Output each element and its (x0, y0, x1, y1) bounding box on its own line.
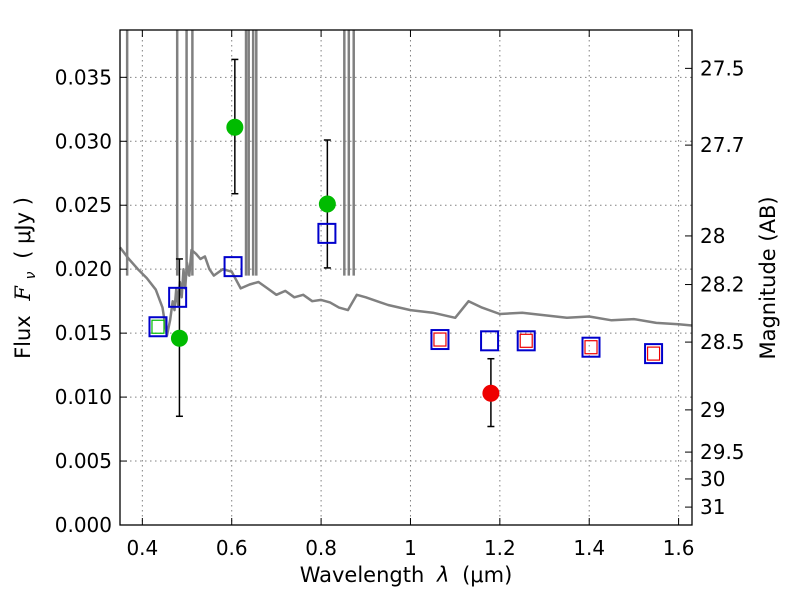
model-photometry-square (317, 222, 337, 244)
y2-tick-label: 29.5 (700, 440, 745, 464)
data-point (318, 195, 336, 213)
y-tick-label: 0.020 (55, 257, 112, 281)
y2-tick-label: 27.7 (700, 133, 745, 157)
spectrum-line (119, 246, 693, 337)
model-photometry-inner-square (646, 346, 661, 361)
y-tick-label: 0.035 (55, 65, 112, 89)
model-photometry-square (430, 329, 450, 351)
y2-tick-label: 28.2 (700, 273, 745, 297)
y2-tick-label: 27.5 (700, 56, 745, 80)
model-photometry-square (581, 336, 601, 358)
y-tick-label: 0.005 (55, 449, 112, 473)
x-tick-label: 1 (404, 536, 417, 560)
y-tick-label: 0.000 (55, 513, 112, 537)
x-axis-label: Wavelength λ (μm) (300, 563, 513, 587)
y2-tick-label: 30 (700, 467, 725, 491)
y2-tick-label: 28.5 (700, 330, 745, 354)
spectrum-layer (119, 30, 693, 337)
data-point (482, 384, 500, 402)
model-photometry-inner-square (584, 340, 598, 355)
y2-axis-label: Magnitude (AB) (756, 196, 780, 359)
model-photometry-square (644, 343, 664, 365)
model-photometry-inner-square (519, 333, 533, 348)
data-point (170, 329, 188, 347)
model-photometry-inner-square (433, 332, 447, 347)
grid-layer (120, 30, 692, 525)
tick-layer: 0.4 0.6 0.8 1 1.2 1.4 1.6 0.000 0.005 0.010 0.015 0… (55, 30, 745, 560)
x-tick-label: 1.6 (663, 536, 695, 560)
x-tick-label: 1.2 (484, 536, 516, 560)
x-tick-label: 1.4 (573, 536, 605, 560)
plot-frame (119, 29, 693, 526)
y2-tick-label: 29 (700, 398, 725, 422)
y-axis-label: Flux F ν ( μJy ) (11, 197, 40, 359)
y-tick-label: 0.030 (55, 129, 112, 153)
y2-tick-label: 28 (700, 224, 725, 248)
y2-tick-label: 31 (700, 495, 725, 519)
model-photometry-square (223, 256, 243, 278)
y-tick-label: 0.025 (55, 193, 112, 217)
x-tick-label: 0.8 (305, 536, 337, 560)
data-point (226, 118, 244, 136)
y-tick-label: 0.010 (55, 385, 112, 409)
x-tick-label: 0.6 (216, 536, 248, 560)
model-photometry-square (148, 316, 168, 338)
model-photometry-inner-square (151, 319, 165, 334)
model-photometry-square (516, 330, 536, 352)
x-tick-label: 0.4 (126, 536, 158, 560)
model-photometry-square (480, 330, 500, 352)
marker-layer (148, 58, 664, 428)
model-photometry-square (168, 286, 188, 308)
y-tick-label: 0.015 (55, 321, 112, 345)
